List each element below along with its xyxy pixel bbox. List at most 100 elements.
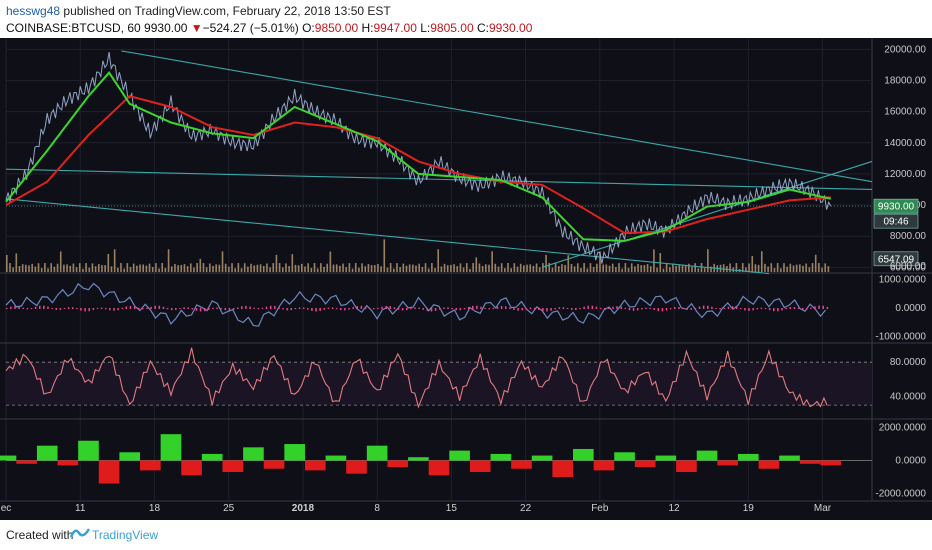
volume-bar bbox=[377, 264, 379, 272]
volume-bar bbox=[751, 256, 754, 272]
volume-bar bbox=[164, 267, 167, 272]
volume-bar bbox=[402, 263, 405, 272]
osc-bar bbox=[570, 308, 573, 310]
volume-bar bbox=[453, 264, 455, 272]
hist-bar bbox=[0, 455, 17, 461]
x-axis-tick: 22 bbox=[520, 503, 532, 514]
volume-bar bbox=[446, 265, 449, 272]
volume-bar bbox=[215, 264, 217, 272]
volume-bar bbox=[729, 263, 731, 272]
volume-bar bbox=[209, 263, 211, 272]
hist-bar bbox=[511, 460, 532, 469]
hist-bar bbox=[593, 460, 615, 471]
osc-bar bbox=[286, 308, 288, 311]
volume-bar bbox=[510, 268, 512, 272]
volume-bar bbox=[707, 249, 709, 272]
osc-bar bbox=[187, 307, 189, 309]
osc-bar bbox=[92, 308, 95, 311]
volume-bar bbox=[643, 264, 646, 272]
volume-bar bbox=[799, 264, 801, 272]
osc-bar bbox=[162, 306, 165, 309]
osc-bar bbox=[492, 307, 495, 309]
volume-bar bbox=[183, 264, 186, 272]
volume-bar bbox=[180, 264, 183, 272]
osc-bar bbox=[418, 307, 420, 309]
volume-bar bbox=[53, 266, 56, 272]
volume-bar bbox=[174, 263, 176, 272]
x-axis-tick: 15 bbox=[446, 503, 458, 514]
osc-bar bbox=[340, 308, 342, 311]
osc-bar bbox=[377, 307, 379, 309]
volume-bar bbox=[278, 263, 281, 272]
hist-bar bbox=[181, 460, 202, 476]
osc-bar bbox=[682, 307, 684, 309]
volume-bar bbox=[405, 265, 408, 272]
volume-bar bbox=[69, 265, 72, 272]
author-link[interactable]: hesswg48 bbox=[6, 4, 61, 18]
price-axis-tick: 14000.00 bbox=[884, 138, 926, 149]
volume-bar bbox=[393, 268, 395, 272]
volume-bar bbox=[599, 251, 601, 272]
volume-bar bbox=[408, 264, 411, 272]
osc-bar bbox=[698, 306, 701, 309]
volume-bar bbox=[649, 266, 652, 272]
osc-bar bbox=[756, 308, 759, 310]
volume-bar bbox=[380, 266, 382, 272]
osc-axis-tick: 0.0000 bbox=[895, 303, 926, 314]
hist-bar bbox=[696, 450, 718, 461]
osc-bar bbox=[608, 307, 610, 309]
volume-bar bbox=[212, 265, 214, 272]
osc-bar bbox=[674, 307, 676, 309]
volume-bar bbox=[307, 263, 309, 272]
tradingview-logo-icon[interactable] bbox=[70, 525, 90, 541]
volume-bar bbox=[189, 263, 192, 272]
osc-bar bbox=[133, 306, 136, 309]
osc-bar bbox=[47, 306, 49, 309]
osc-bar bbox=[43, 305, 45, 309]
volume-bar bbox=[313, 263, 316, 272]
osc-bar bbox=[88, 308, 90, 312]
volume-bar bbox=[462, 267, 465, 272]
osc-bar bbox=[777, 308, 779, 312]
osc-bar bbox=[104, 308, 107, 310]
volume-bar bbox=[564, 264, 566, 272]
volume-bar bbox=[745, 267, 747, 272]
volume-bar bbox=[364, 266, 367, 272]
volume-bar bbox=[434, 268, 436, 272]
volume-bar bbox=[481, 265, 484, 272]
osc-bar bbox=[129, 305, 132, 309]
hist-bar bbox=[469, 460, 491, 473]
change-value: −524.27 (−5.01%) bbox=[202, 21, 299, 35]
hist-bar bbox=[758, 460, 780, 469]
close-label: C: bbox=[476, 21, 489, 35]
volume-bar bbox=[827, 266, 830, 272]
osc-bar bbox=[282, 308, 284, 310]
volume-bar bbox=[259, 264, 262, 272]
osc-bar bbox=[509, 307, 511, 309]
chart-svg[interactable]: 20000.00 18000.00 16000.00 14000.00 12000.00… bbox=[0, 38, 932, 520]
osc-bar bbox=[146, 307, 148, 309]
volume-bar bbox=[272, 263, 275, 272]
volume-bar bbox=[151, 267, 154, 272]
hist-bar bbox=[243, 447, 264, 461]
price-axis-tick: 6000.00 bbox=[890, 262, 927, 273]
hist-bar bbox=[78, 440, 99, 461]
osc-bar bbox=[170, 308, 173, 311]
volume-bar bbox=[672, 263, 674, 272]
osc-bar bbox=[797, 307, 800, 309]
chart-canvas[interactable]: 20000.00 18000.00 16000.00 14000.00 12000.00… bbox=[0, 38, 932, 520]
volume-bar bbox=[722, 264, 725, 272]
symbol-label: COINBASE:BTCUSD, 60 bbox=[6, 21, 141, 35]
volume-bar bbox=[104, 265, 106, 272]
high-label: H: bbox=[361, 21, 374, 35]
osc-bar bbox=[686, 308, 688, 310]
osc-bar bbox=[546, 308, 548, 312]
ma-fast-line bbox=[5, 71, 832, 242]
osc-bar bbox=[480, 306, 482, 309]
osc-bar bbox=[414, 307, 416, 309]
tradingview-brand-link[interactable]: TradingView bbox=[92, 528, 159, 542]
volume-bar bbox=[421, 266, 424, 272]
volume-bar bbox=[304, 266, 306, 272]
volume-bar bbox=[741, 263, 744, 272]
osc-bar bbox=[476, 305, 478, 309]
